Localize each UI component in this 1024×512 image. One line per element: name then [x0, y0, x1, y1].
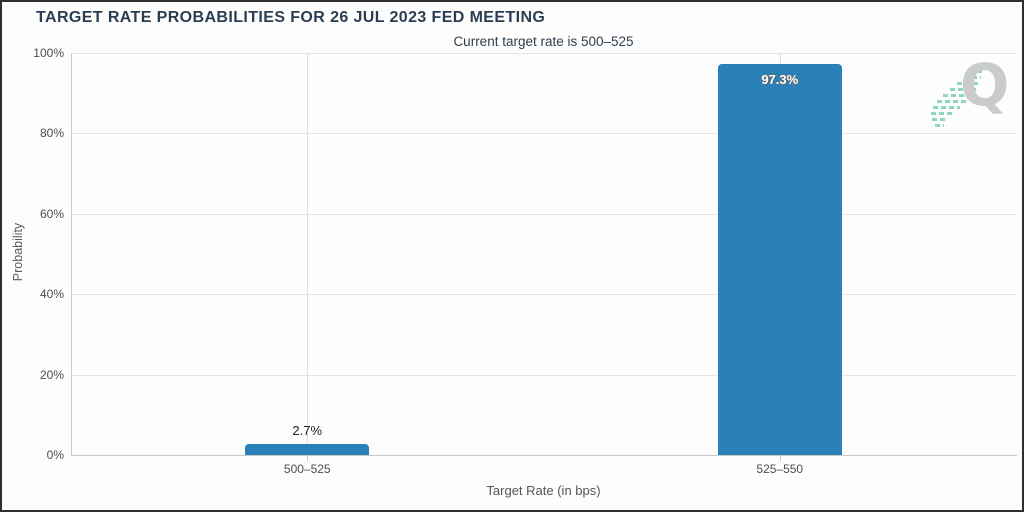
bar-value-label: 97.3%	[761, 71, 799, 87]
y-tick-label: 20%	[39, 367, 64, 382]
y-gridline	[71, 53, 1016, 54]
y-tick-label: 60%	[39, 206, 64, 221]
x-tick-label: 500–525	[283, 462, 331, 476]
x-tick-mark	[779, 456, 781, 461]
y-tick-label: 0%	[46, 448, 64, 462]
probability-bar	[245, 444, 370, 455]
bar-value-label: 2.7%	[292, 423, 323, 439]
y-gridline	[71, 294, 1016, 296]
chart-subtitle: Current target rate is 500–525	[453, 34, 634, 49]
x-tick-label: 525–550	[756, 462, 804, 476]
y-tick-label: 100%	[33, 46, 64, 60]
y-gridline	[71, 213, 1016, 215]
logo-q-letter-icon: Q	[960, 51, 1010, 119]
x-tick-mark	[307, 456, 309, 461]
plot-area	[71, 53, 1017, 456]
probability-bar	[717, 63, 842, 455]
chart-title: TARGET RATE PROBABILITIES FOR 26 JUL 202…	[36, 9, 546, 26]
y-axis-title: Probability	[11, 222, 25, 282]
watermark-logo: Q	[930, 54, 1020, 134]
x-axis-title: Target Rate (in bps)	[486, 483, 601, 498]
x-gridline	[307, 53, 309, 455]
y-gridline	[71, 374, 1016, 376]
logo-swoosh-icon	[930, 62, 990, 130]
y-tick-label: 40%	[39, 287, 64, 302]
y-gridline	[71, 133, 1016, 135]
y-tick-label: 80%	[39, 126, 64, 141]
